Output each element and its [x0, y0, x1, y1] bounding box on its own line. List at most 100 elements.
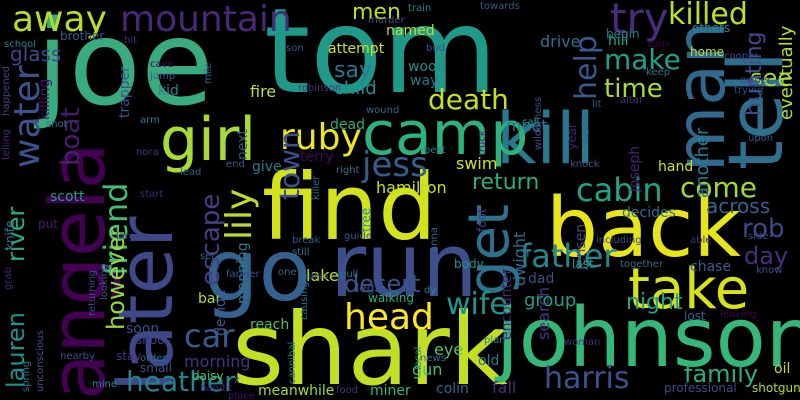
word-trapper: trapper	[117, 66, 133, 118]
word-last: last	[572, 257, 594, 271]
word-try: try	[610, 0, 669, 43]
word-including: including	[596, 235, 642, 246]
word-best: best	[424, 145, 446, 156]
word-jess: jess	[362, 145, 428, 185]
word-farmer: farmer	[226, 269, 260, 280]
word-give: give	[252, 159, 282, 175]
word-wilderness: wilderness	[533, 96, 544, 150]
word-make: make	[604, 43, 681, 76]
word-joseph: joseph	[627, 145, 643, 192]
word-heather: heather	[126, 365, 236, 398]
word-way: way	[410, 73, 439, 89]
word-causing: causing	[299, 281, 310, 320]
word-fall: fall	[492, 378, 517, 397]
word-cave: cave	[150, 59, 174, 70]
word-returning: returning	[87, 269, 98, 316]
word-kid: kid	[158, 83, 179, 99]
word-year: year	[565, 123, 579, 150]
word-eye: eye	[434, 340, 464, 359]
word-drive: drive	[540, 32, 581, 51]
word-break: break	[292, 235, 321, 246]
word-killer: killer	[311, 175, 322, 200]
word-dad: dad	[528, 271, 555, 287]
word-also: also	[308, 271, 329, 282]
word-reach: reach	[250, 317, 290, 333]
word-turn: turn	[648, 39, 669, 50]
word-body: body	[454, 257, 484, 271]
word-happened: happened	[1, 65, 12, 116]
word-plan: plan	[484, 335, 506, 346]
word-food: food	[336, 385, 359, 396]
word-stay: stay	[116, 349, 142, 363]
word-dy: dy	[424, 285, 437, 296]
word-mile: mile	[203, 62, 214, 84]
word-large: large	[116, 231, 142, 242]
word-hit: hit	[124, 35, 138, 46]
word-place: place	[228, 391, 255, 400]
word-right: right	[336, 165, 360, 176]
word-child: child	[334, 78, 377, 99]
word-cabin: cabin	[576, 171, 663, 209]
word-go: go	[204, 221, 312, 321]
word-owner: owner	[740, 75, 771, 86]
word-desert: desert	[344, 270, 421, 298]
word-towards: towards	[480, 1, 520, 12]
word-still: still	[292, 247, 310, 258]
word-glass: glass	[10, 42, 62, 66]
word-girl: girl	[160, 105, 257, 175]
word-wood: wood	[408, 59, 446, 75]
word-together: together	[620, 259, 664, 270]
word-terry: terry	[300, 149, 334, 165]
word-others: others	[692, 21, 731, 35]
word-walking: walking	[368, 291, 415, 305]
word-anna: anna	[429, 227, 440, 252]
word-call: call	[522, 117, 540, 128]
word-tom: tom	[264, 0, 498, 120]
word-keep: keep	[646, 67, 671, 78]
word-hand: hand	[658, 159, 694, 175]
word-lead: lead	[180, 167, 202, 178]
word-spring: spring	[21, 360, 32, 392]
word-next: next	[235, 128, 251, 160]
word-shotgun: shotgun	[752, 381, 800, 395]
word-hamilton: hamilton	[376, 178, 447, 197]
word-find: find	[262, 154, 437, 261]
word-know: know	[756, 265, 783, 276]
word-oil: oil	[774, 361, 791, 377]
word-daisy: daisy	[192, 369, 224, 383]
word-unconscious: unconscious	[35, 330, 46, 392]
word-see: see	[750, 64, 793, 92]
word-morning: morning	[184, 352, 251, 371]
word-begin: begin	[606, 27, 640, 41]
word-run: run	[330, 214, 478, 317]
word-back: back	[546, 181, 741, 276]
word-news: news	[420, 353, 446, 364]
word-return: return	[472, 170, 540, 195]
word-woman: woman	[564, 337, 601, 348]
word-shot: shot	[46, 119, 68, 130]
word-open: open	[579, 115, 590, 140]
word-cannibal: cannibal	[287, 341, 298, 384]
word-gun: gun	[412, 360, 443, 379]
word-hunting: hunting	[742, 31, 767, 116]
word-shark: shark	[232, 291, 508, 400]
word-bud: bud	[426, 43, 446, 54]
word-looking: looking	[99, 263, 110, 300]
word-swim: swim	[456, 154, 498, 173]
word-dwight: dwight	[510, 231, 529, 286]
word-leaving: leaving	[720, 309, 757, 320]
word-set: set	[200, 251, 216, 262]
word-nearby: nearby	[60, 351, 95, 362]
word-take: take	[628, 257, 750, 322]
word-eventually: eventually	[776, 25, 797, 120]
word-robinson: robinson	[298, 83, 342, 94]
word-murder: murder	[368, 15, 405, 26]
word-nora: nora	[136, 147, 159, 158]
word-home: home	[690, 45, 725, 59]
word-harris: harris	[544, 361, 630, 396]
word-foot: foot	[475, 208, 489, 232]
word-family: family	[684, 360, 759, 388]
word-ruby: ruby	[280, 117, 362, 158]
word-bandit: bandit	[200, 383, 232, 394]
